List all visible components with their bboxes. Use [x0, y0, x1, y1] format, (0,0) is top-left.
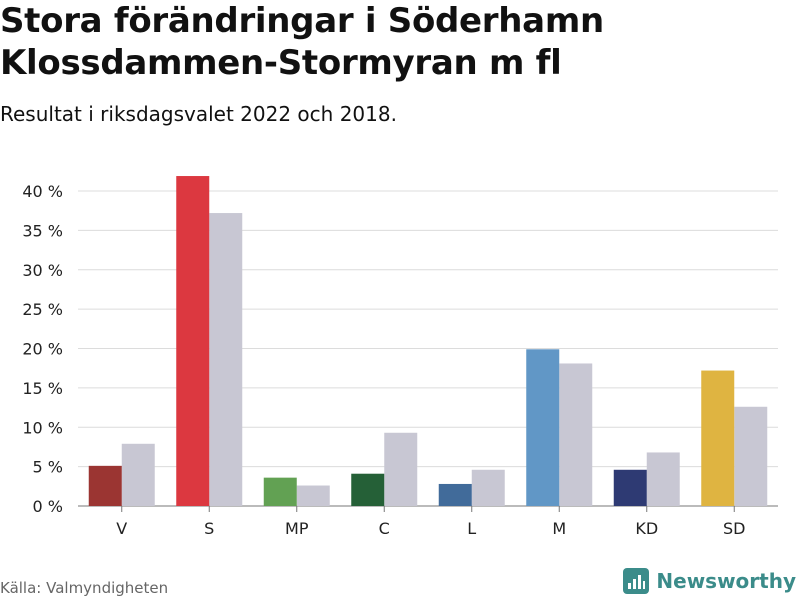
y-tick-label: 30 % [22, 261, 63, 280]
newsworthy-logo-icon [623, 568, 650, 594]
bar-2022-S [176, 176, 210, 506]
bar-2022-V [88, 465, 122, 506]
x-tick-label-C: C [379, 519, 390, 538]
bar-2022-L [438, 483, 472, 506]
bar-2018-L [471, 469, 505, 506]
chart-subtitle: Resultat i riksdagsvalet 2022 och 2018. [0, 102, 397, 126]
x-tick-label-V: V [116, 519, 127, 538]
bar-2018-KD [646, 452, 680, 506]
y-tick-label: 10 % [22, 418, 63, 437]
source-note: Källa: Valmyndigheten [0, 579, 169, 597]
y-tick-label: 20 % [22, 340, 63, 359]
x-tick-label-KD: KD [635, 519, 658, 538]
bar-2018-MP [296, 485, 330, 506]
x-tick-label-L: L [467, 519, 476, 538]
brand-name: Newsworthy [656, 569, 796, 593]
y-tick-label: 25 % [22, 300, 63, 319]
x-tick-label-S: S [204, 519, 214, 538]
bar-2022-SD [701, 370, 735, 506]
chart-title-line-1: Stora förändringar i Söderhamn [0, 1, 604, 41]
bar-2022-M [526, 349, 560, 506]
bar-2018-M [559, 363, 593, 506]
y-tick-label: 15 % [22, 379, 63, 398]
chart-title: Stora förändringar i Söderhamn Klossdamm… [0, 0, 604, 84]
bar-2018-S [209, 213, 243, 507]
brand-logo: Newsworthy [623, 568, 796, 594]
x-tick-label-MP: MP [285, 519, 309, 538]
y-tick-label: 0 % [33, 497, 63, 516]
x-tick-label-M: M [552, 519, 566, 538]
bar-2022-MP [263, 477, 297, 506]
y-tick-label: 5 % [33, 458, 63, 477]
x-tick-label-SD: SD [723, 519, 745, 538]
bar-2018-SD [734, 406, 768, 506]
bar-2022-KD [613, 469, 647, 506]
chart-title-line-2: Klossdammen-Stormyran m fl [0, 43, 562, 83]
y-tick-label: 40 % [22, 182, 63, 201]
bar-2018-V [121, 443, 155, 506]
y-tick-label: 35 % [22, 221, 63, 240]
bar-2022-C [351, 473, 385, 506]
bar-2018-C [384, 432, 418, 506]
